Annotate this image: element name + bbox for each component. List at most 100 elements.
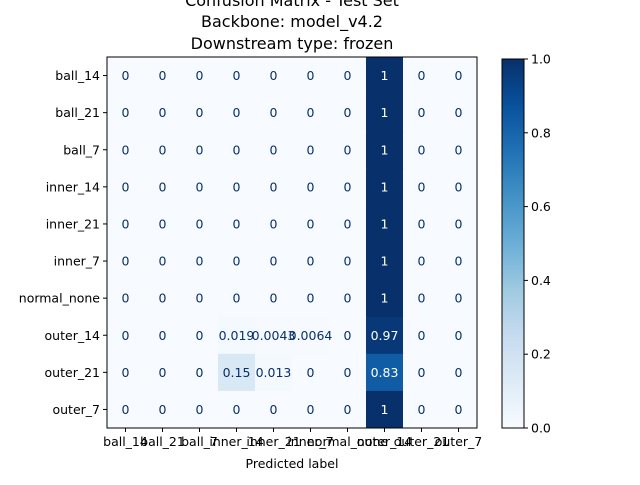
cell-value-5-8: 0 bbox=[418, 254, 426, 269]
heatmap-cell-0-1 bbox=[144, 57, 182, 95]
cell-value-0-8: 0 bbox=[418, 68, 426, 83]
heatmap-cell-3-7 bbox=[366, 168, 404, 206]
cell-value-2-7: 1 bbox=[381, 142, 389, 157]
heatmap-cell-5-7 bbox=[366, 242, 404, 281]
colorbar-tick-label-0: 0.0 bbox=[531, 421, 551, 436]
cell-value-9-0: 0 bbox=[122, 402, 130, 417]
heatmap-cell-5-0 bbox=[107, 242, 145, 281]
heatmap-cell-3-2 bbox=[181, 168, 219, 206]
heatmap-cell-0-4 bbox=[255, 57, 293, 95]
x-tick-label-3: inner_14 bbox=[209, 434, 263, 449]
heatmap-cell-4-4 bbox=[255, 205, 293, 243]
heatmap-cell-7-6 bbox=[329, 316, 367, 355]
heatmap-cell-0-2 bbox=[181, 57, 219, 95]
heatmap-cell-1-7 bbox=[366, 94, 404, 132]
cell-value-5-4: 0 bbox=[270, 254, 278, 269]
heatmap-cell-6-3 bbox=[218, 279, 256, 318]
cell-value-9-2: 0 bbox=[196, 402, 204, 417]
heatmap-cell-6-5 bbox=[292, 279, 330, 318]
heatmap-cell-7-8 bbox=[403, 316, 441, 355]
cell-value-8-3: 0.15 bbox=[223, 365, 251, 380]
cell-value-0-3: 0 bbox=[233, 68, 241, 83]
heatmap-cell-7-3 bbox=[218, 316, 256, 355]
cell-value-7-4: 0.0043 bbox=[252, 328, 296, 343]
heatmap-cell-7-0 bbox=[107, 316, 145, 355]
heatmap-cell-1-2 bbox=[181, 94, 219, 132]
colorbar: 0.0 0.2 0.4 0.6 0.8 1.0 bbox=[501, 52, 551, 436]
plot-frame bbox=[106, 56, 478, 429]
cell-value-4-0: 0 bbox=[122, 216, 130, 231]
cell-value-6-8: 0 bbox=[418, 291, 426, 306]
cell-value-1-1: 0 bbox=[159, 105, 167, 120]
heatmap-cell-1-4 bbox=[255, 94, 293, 132]
cell-value-4-2: 0 bbox=[196, 216, 204, 231]
y-tick-label-6: normal_none bbox=[19, 291, 101, 306]
cell-value-7-1: 0 bbox=[159, 328, 167, 343]
cell-value-4-8: 0 bbox=[418, 216, 426, 231]
cell-value-6-4: 0 bbox=[270, 291, 278, 306]
heatmap-cell-5-9 bbox=[440, 242, 478, 281]
cell-value-8-6: 0 bbox=[344, 365, 352, 380]
heatmap-cell-0-3 bbox=[218, 57, 256, 95]
x-tick-label-6: normal_none bbox=[307, 434, 389, 449]
heatmap-cell-2-1 bbox=[144, 131, 182, 169]
y-tick-label-1: ball_21 bbox=[55, 105, 100, 120]
x-tick-label-0: ball_14 bbox=[103, 434, 148, 449]
cell-value-2-9: 0 bbox=[455, 142, 463, 157]
cell-value-6-9: 0 bbox=[455, 291, 463, 306]
cell-value-3-6: 0 bbox=[344, 179, 352, 194]
cell-value-2-4: 0 bbox=[270, 142, 278, 157]
heatmap-cell-6-7 bbox=[366, 279, 404, 318]
colorbar-ticks: 0.0 0.2 0.4 0.6 0.8 1.0 bbox=[524, 52, 551, 436]
heatmap-cell-9-5 bbox=[292, 390, 330, 429]
cell-value-5-5: 0 bbox=[307, 254, 315, 269]
heatmap-cell-8-5 bbox=[292, 353, 330, 392]
heatmap-cell-5-5 bbox=[292, 242, 330, 281]
heatmap-cell-9-9 bbox=[440, 390, 478, 429]
heatmap-cell-7-2 bbox=[181, 316, 219, 355]
colorbar-gradient bbox=[501, 58, 525, 429]
x-tick-label-9: outer_7 bbox=[435, 434, 483, 449]
cell-value-0-2: 0 bbox=[196, 68, 204, 83]
title-line-1: Confusion Matrix - Test Set bbox=[185, 0, 399, 10]
heatmap-cell-8-2 bbox=[181, 353, 219, 392]
heatmap-cell-9-6 bbox=[329, 390, 367, 429]
heatmap-cell-0-5 bbox=[292, 57, 330, 95]
heatmap-cell-4-5 bbox=[292, 205, 330, 243]
cell-value-7-0: 0 bbox=[122, 328, 130, 343]
heatmap-cell-4-9 bbox=[440, 205, 478, 243]
cell-value-9-9: 0 bbox=[455, 402, 463, 417]
heatmap-cell-6-1 bbox=[144, 279, 182, 318]
cell-value-0-4: 0 bbox=[270, 68, 278, 83]
heatmap-cell-8-6 bbox=[329, 353, 367, 392]
cell-value-8-9: 0 bbox=[455, 365, 463, 380]
heatmap-cells bbox=[107, 57, 478, 429]
title-line-2: Backbone: model_v4.2 bbox=[201, 12, 383, 32]
heatmap-cell-6-8 bbox=[403, 279, 441, 318]
heatmap-cell-5-3 bbox=[218, 242, 256, 281]
cell-value-2-0: 0 bbox=[122, 142, 130, 157]
heatmap-cell-2-9 bbox=[440, 131, 478, 169]
x-tick-label-4: inner_21 bbox=[246, 434, 300, 449]
cell-value-9-5: 0 bbox=[307, 402, 315, 417]
cell-value-5-9: 0 bbox=[455, 254, 463, 269]
cell-value-3-0: 0 bbox=[122, 179, 130, 194]
heatmap-cell-2-8 bbox=[403, 131, 441, 169]
heatmap-cell-7-7 bbox=[366, 316, 404, 355]
heatmap-cell-4-2 bbox=[181, 205, 219, 243]
heatmap-cell-1-0 bbox=[107, 94, 145, 132]
cell-value-0-5: 0 bbox=[307, 68, 315, 83]
cell-value-4-9: 0 bbox=[455, 216, 463, 231]
heatmap-cell-3-3 bbox=[218, 168, 256, 206]
cell-value-3-2: 0 bbox=[196, 179, 204, 194]
cell-value-5-0: 0 bbox=[122, 254, 130, 269]
cell-value-0-1: 0 bbox=[159, 68, 167, 83]
cell-value-1-5: 0 bbox=[307, 105, 315, 120]
cell-value-1-6: 0 bbox=[344, 105, 352, 120]
cell-value-3-4: 0 bbox=[270, 179, 278, 194]
cell-value-3-7: 1 bbox=[381, 179, 389, 194]
cell-value-6-0: 0 bbox=[122, 291, 130, 306]
heatmap-cell-7-1 bbox=[144, 316, 182, 355]
cell-value-3-1: 0 bbox=[159, 179, 167, 194]
